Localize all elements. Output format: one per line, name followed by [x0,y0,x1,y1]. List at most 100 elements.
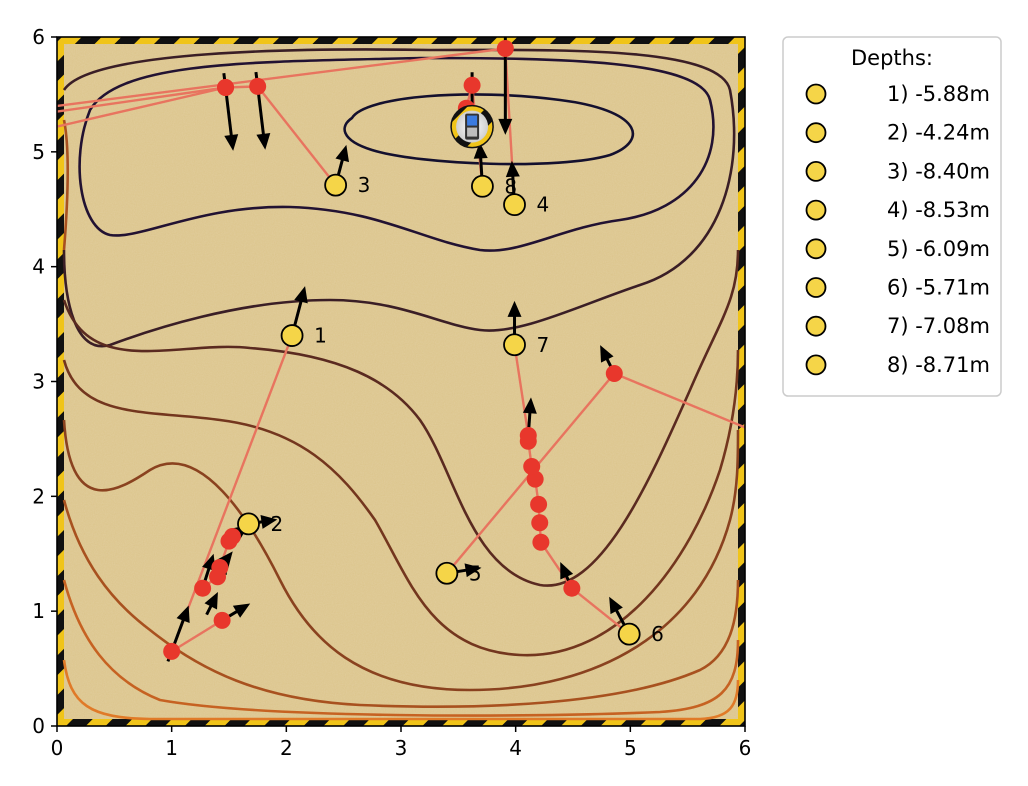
waypoint-dot [496,39,514,57]
marker-circle [503,333,526,357]
legend-marker [805,199,827,221]
waypoint-dot [531,514,549,532]
depth-marker: 7 [503,333,550,357]
legend: Depths: 1) -5.88m 2) -4.24m 3) -8.40m 4) -8… [782,36,1002,397]
marker-circle [503,193,526,217]
x-tick-label: 0 [51,736,64,760]
arrow-head [498,118,513,135]
arrow-head [294,286,308,304]
legend-marker [805,277,827,298]
legend-marker [805,315,827,337]
waypoint-dot [194,579,212,597]
legend-entry: 4) -8.53m [805,198,990,222]
y-tick-label: 0 [32,714,45,738]
contour-line [62,349,740,657]
legend-title: Depths: [851,46,933,70]
trajectory-line [57,85,337,186]
waypoint-dot [249,77,267,95]
y-tick-label: 5 [32,140,45,164]
depth-marker: 8 [471,174,517,198]
y-tick-label: 3 [32,370,45,394]
marker-circle [280,324,304,347]
arrow-head [232,603,251,618]
waypoint-dot [519,426,537,444]
robot-icon [450,104,494,149]
arrow-head [224,134,239,151]
arrow-head [176,605,190,623]
waypoint-dot [523,457,541,475]
marker-circle [435,561,459,585]
marker-label: 2 [270,512,283,536]
legend-entry: 5) -6.09m [805,237,990,261]
y-tick-label: 4 [32,255,45,279]
contour-line [62,249,740,587]
contour-line [62,499,740,708]
marker-label: 6 [651,622,664,646]
trajectory-line [57,86,226,113]
contour-line [62,48,736,348]
y-tick-label: 1 [32,599,45,623]
marker-label: 7 [537,333,550,357]
arrow-head [505,160,520,178]
heading-arrow [204,592,218,616]
x-tick-label: 3 [395,736,408,760]
legend-label: 3) -8.40m [887,159,990,183]
waypoint-dot [217,79,235,97]
waypoint-dot [163,642,181,660]
seafloor-background [57,37,745,726]
marker-label: 1 [314,324,327,348]
legend-label: 8) -8.71m [887,353,990,377]
legend-items: 1) -5.88m 2) -4.24m 3) -8.40m 4) -8.53m 5) -… [805,82,990,377]
arrow-head [600,345,614,363]
legend-entry: 7) -7.08m [805,314,990,338]
marker-label: 5 [469,561,482,585]
arrow-head [560,562,574,580]
legend-marker [805,238,827,260]
arrow-head [507,300,522,317]
arrow-head [335,144,350,163]
waypoint-dot [463,76,481,94]
arrow-head [217,551,233,569]
legend-label: 1) -5.88m [887,82,990,106]
marker-label: 3 [358,173,371,197]
robot-screen [467,115,478,126]
depth-marker: 5 [435,561,482,585]
legend-marker [805,160,827,182]
x-tick-label: 5 [624,736,637,760]
marker-circle [324,173,348,197]
arrow-head [260,515,278,529]
contour-line [62,659,740,721]
legend-marker [805,83,827,105]
arrow-head [609,596,623,615]
marker-label: 4 [537,193,550,217]
y-tick-label: 2 [32,484,45,508]
depth-marker: 2 [237,512,283,536]
contour-line [62,579,740,717]
legend-marker [805,354,827,376]
contour-line [62,119,70,251]
x-tick-label: 1 [165,736,178,760]
legend-label: 7) -7.08m [887,314,990,338]
x-tick-label: 2 [280,736,293,760]
legend-entry: 2) -4.24m [805,121,990,145]
arrow-head [522,397,537,414]
waypoint-dot [530,495,548,513]
depth-contours [62,48,740,721]
robot-layer [450,104,494,149]
waypoint-dot [209,568,227,586]
legend-entry: 3) -8.40m [805,159,990,183]
tick-layer: 0 1 2 3 4 5 6 0 1 2 3 4 5 6 [32,25,751,760]
legend-label: 5) -6.09m [887,237,990,261]
depth-marker: 6 [617,622,664,646]
legend-label: 6) -5.71m [887,276,990,300]
depth-marker: 1 [280,324,327,348]
contour-line [62,419,740,692]
waypoint-dot [213,611,231,629]
arrow-head [464,563,482,578]
x-tick-label: 6 [739,736,752,760]
contour-line [343,93,635,166]
waypoint-dot [532,533,550,551]
depth-marker: 3 [324,173,371,197]
legend-entry: 8) -8.71m [805,353,990,377]
